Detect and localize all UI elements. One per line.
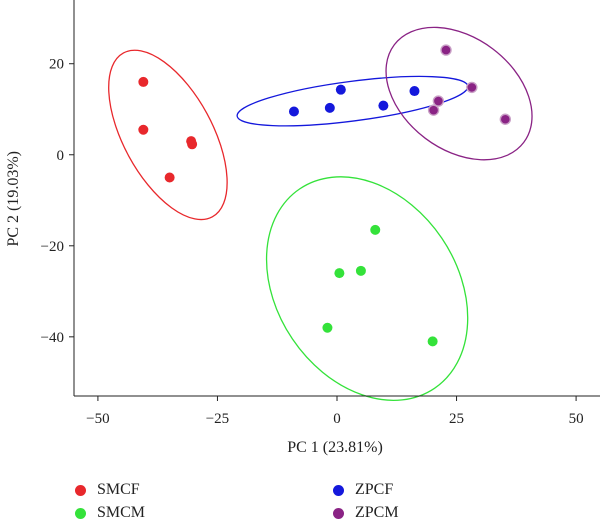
legend-item-smcm: SMCM: [75, 502, 145, 524]
data-point-zpcm: [427, 104, 440, 116]
legend-marker-smcf: [75, 484, 86, 496]
legend-item-zpcm: ZPCM: [333, 502, 399, 524]
legend: SMCF SMCM ZPCF ZPCM: [0, 474, 600, 521]
y-axis-title: PC 2 (19.03%): [5, 151, 22, 247]
data-point-smcm: [355, 265, 366, 276]
data-point-smcm: [334, 268, 345, 279]
data-point-smcf: [138, 124, 149, 135]
pca-scatter-chart: −50 −25 0 25 50 −40 −20 0 20 PC 1 (23.81%) PC 2 …: [5, 0, 600, 456]
x-tick-label: 50: [569, 411, 584, 427]
data-points: [138, 44, 512, 347]
data-point-smcm: [370, 224, 381, 235]
data-point-smcm: [427, 336, 438, 347]
y-tick-label: 0: [57, 148, 65, 164]
data-point-zpcf: [335, 84, 346, 95]
legend-label-zpcf: ZPCF: [355, 481, 394, 498]
legend-label-smcm: SMCM: [97, 504, 146, 521]
legend-label-zpcm: ZPCM: [355, 504, 399, 521]
legend-item-zpcf: ZPCF: [333, 479, 393, 501]
data-point-smcf: [138, 76, 149, 87]
x-tick-label: 0: [333, 411, 341, 427]
legend-item-smcf: SMCF: [75, 479, 140, 501]
data-point-zpcf: [378, 100, 389, 111]
ellipse-smcm: [265, 176, 469, 401]
data-point-zpcf: [409, 86, 420, 97]
legend-marker-zpcf: [333, 484, 344, 496]
group-ellipses: [108, 26, 533, 401]
data-point-zpcm: [440, 44, 452, 56]
x-axis-title: PC 1 (23.81%): [287, 439, 383, 456]
legend-label-smcf: SMCF: [97, 481, 140, 498]
ellipse-zpcm: [385, 26, 533, 161]
x-tick-label: 25: [449, 411, 464, 427]
data-point-smcf: [164, 172, 175, 183]
x-tick-label: −25: [206, 411, 229, 427]
ellipse-smcf: [108, 49, 228, 221]
y-tick-label: −20: [41, 239, 64, 255]
data-point-zpcf: [324, 102, 335, 113]
axes: −50 −25 0 25 50 −40 −20 0 20: [41, 0, 600, 427]
data-point-smcf: [187, 139, 198, 150]
x-tick-label: −50: [86, 411, 109, 427]
legend-marker-zpcm: [333, 507, 344, 519]
legend-marker-smcm: [75, 507, 86, 519]
data-point-zpcf: [288, 106, 299, 117]
y-tick-label: 20: [49, 57, 64, 73]
data-point-zpcm: [499, 113, 512, 125]
data-point-zpcm: [432, 95, 445, 107]
data-point-zpcm: [466, 81, 478, 94]
y-tick-label: −40: [41, 330, 64, 346]
data-point-smcm: [322, 322, 333, 333]
